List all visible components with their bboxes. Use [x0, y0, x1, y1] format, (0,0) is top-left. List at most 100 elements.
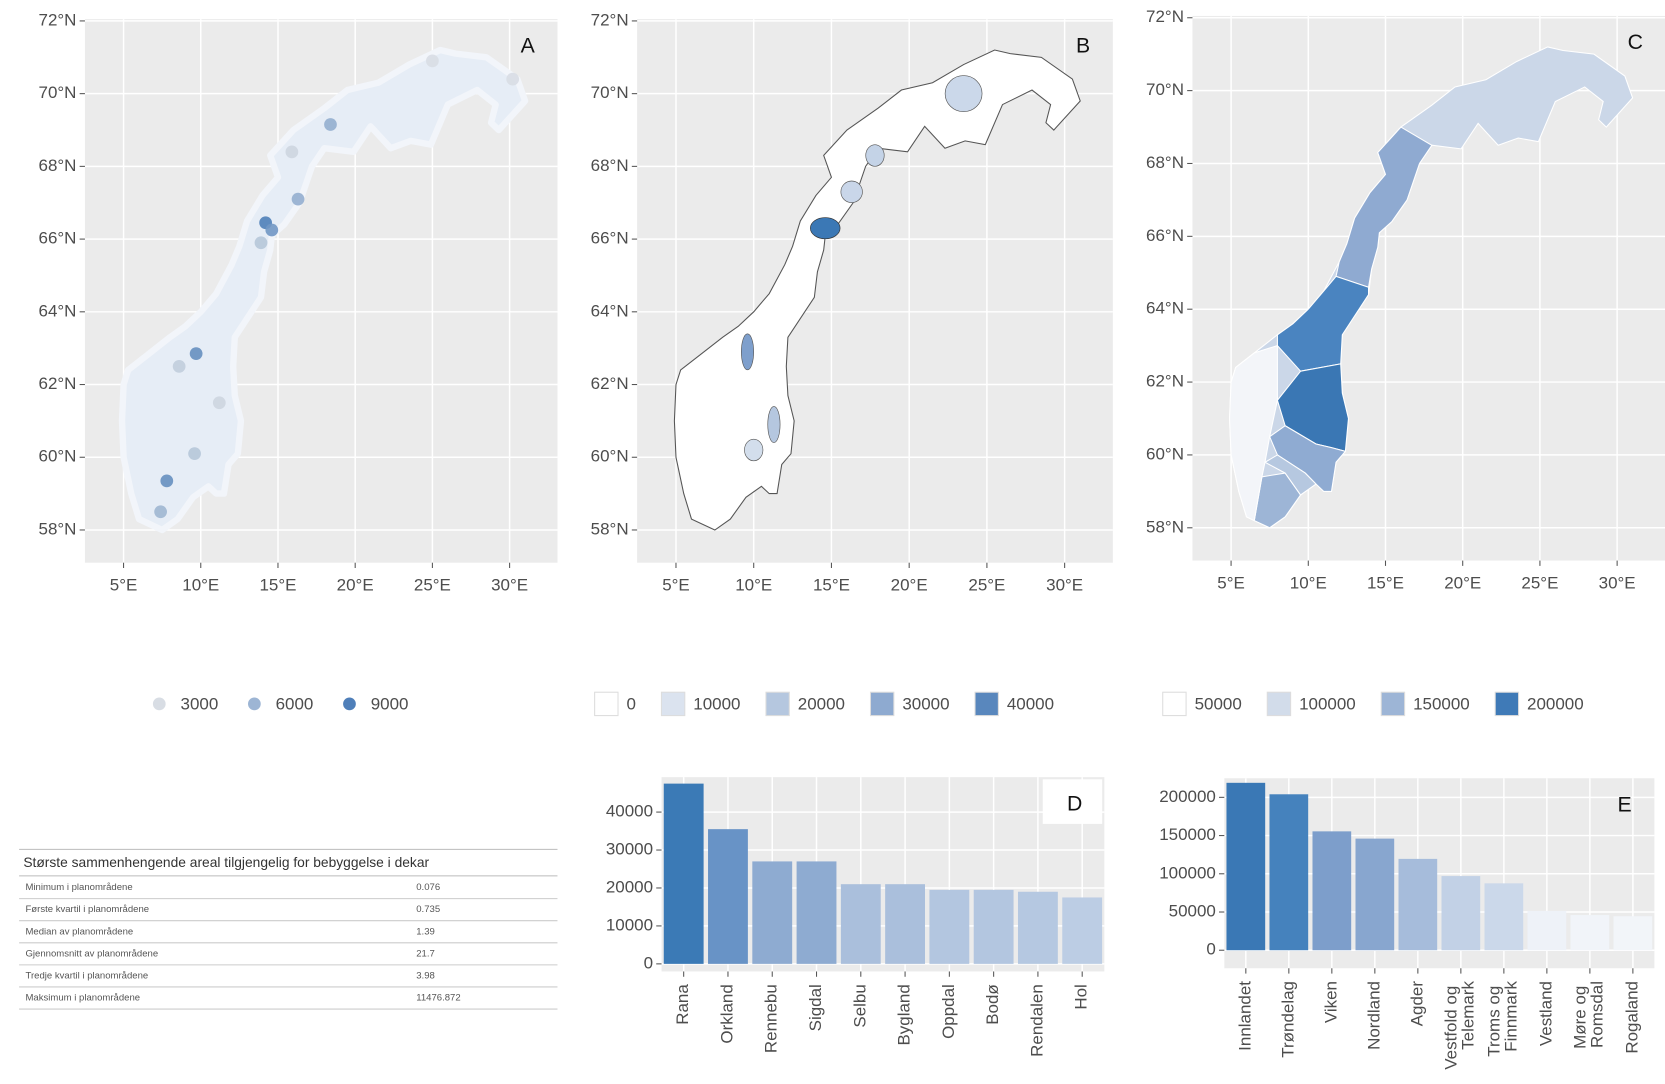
map-point — [188, 447, 201, 460]
x-tick-label: Vestland — [1536, 981, 1555, 1046]
x-tick-label: 10°E — [1290, 573, 1327, 592]
x-tick-label: 25°E — [414, 576, 451, 595]
legend-key — [869, 691, 895, 717]
bar — [1570, 915, 1610, 951]
bar — [1527, 910, 1567, 951]
legend-label: 10000 — [693, 694, 740, 713]
y-tick-label: 40000 — [606, 802, 653, 821]
bar — [929, 889, 970, 964]
map-point — [324, 118, 337, 131]
y-tick-label: 66°N — [39, 229, 77, 248]
x-tick-label: Vestfold og Telemark — [1442, 981, 1478, 1070]
y-tick-label: 50000 — [1169, 901, 1216, 920]
y-tick-label: 58°N — [591, 519, 629, 538]
y-tick-label: 68°N — [39, 156, 77, 175]
y-tick-label: 0 — [644, 953, 653, 972]
legend-label: 6000 — [276, 694, 314, 713]
bar — [1226, 782, 1266, 951]
map-point — [189, 347, 203, 360]
bar — [973, 889, 1014, 964]
y-tick-label: 68°N — [591, 156, 629, 175]
x-tick-label: Trøndelag — [1278, 981, 1297, 1058]
y-tick-label: 66°N — [591, 229, 629, 248]
bar — [840, 884, 881, 964]
legend-key — [1162, 691, 1187, 717]
table-cell: 0.076 — [416, 882, 440, 893]
bar — [1355, 838, 1395, 951]
legend-label: 30000 — [902, 694, 949, 713]
x-tick-label: 30°E — [491, 576, 528, 595]
bar — [1441, 876, 1481, 951]
y-tick-label: 72°N — [1146, 7, 1184, 26]
x-tick-label: Bygland — [895, 984, 914, 1045]
x-tick-label: Troms og Finnmark — [1485, 981, 1521, 1057]
y-tick-label: 60°N — [39, 447, 77, 466]
map-region — [1228, 344, 1278, 522]
y-tick-label: 72°N — [591, 10, 629, 29]
y-tick-label: 0 — [1206, 940, 1215, 959]
y-tick-label: 100000 — [1159, 863, 1216, 882]
y-tick-label: 58°N — [39, 519, 77, 538]
table-cell: 3.98 — [416, 970, 435, 981]
bar — [796, 861, 837, 964]
x-tick-label: Oppdal — [939, 984, 958, 1039]
bar — [1484, 883, 1524, 951]
x-tick-label: Viken — [1321, 981, 1340, 1023]
y-tick-label: 10000 — [606, 915, 653, 934]
bar — [1398, 858, 1438, 951]
legend-label: 150000 — [1413, 694, 1470, 713]
legend-label: 20000 — [798, 694, 845, 713]
x-tick-label: Nordland — [1364, 981, 1383, 1050]
y-tick-label: 64°N — [591, 301, 629, 320]
map-point — [265, 223, 279, 237]
x-tick-label: 30°E — [1046, 576, 1083, 595]
map-point — [426, 54, 439, 68]
map-region — [1335, 126, 1433, 288]
table-cell: 0.735 — [416, 904, 440, 915]
legend-label: 50000 — [1195, 694, 1242, 713]
bar — [1269, 794, 1309, 951]
map-outline — [118, 46, 529, 534]
legend-key — [974, 691, 999, 717]
x-tick-label: Hol — [1072, 984, 1091, 1009]
map-region — [840, 180, 863, 203]
y-tick-label: 72°N — [39, 10, 77, 29]
x-tick-label: 15°E — [259, 576, 296, 595]
x-tick-label: 25°E — [968, 576, 1005, 595]
y-tick-label: 58°N — [1146, 517, 1184, 536]
x-tick-label: Sigdal — [806, 984, 825, 1031]
bar — [1017, 891, 1058, 964]
legend-label: 200000 — [1527, 694, 1584, 713]
y-tick-label: 150000 — [1159, 825, 1216, 844]
x-tick-label: 5°E — [662, 576, 690, 595]
map-region — [741, 333, 754, 371]
y-tick-label: 60°N — [591, 447, 629, 466]
map-point — [291, 192, 305, 206]
table-title: Største sammenhengende areal tilgjengeli… — [23, 855, 429, 870]
table-cell: Minimum i planområdene — [25, 882, 132, 893]
map-point — [212, 396, 226, 410]
x-tick-label: 10°E — [735, 576, 772, 595]
legend-label: 3000 — [181, 694, 219, 713]
legend-key — [248, 697, 261, 711]
map-region — [1276, 275, 1370, 372]
legend-key — [1380, 691, 1406, 717]
y-tick-label: 64°N — [39, 301, 77, 320]
y-tick-label: 64°N — [1146, 299, 1184, 318]
y-tick-label: 68°N — [1146, 153, 1184, 172]
x-tick-label: 25°E — [1521, 573, 1558, 592]
map-region — [744, 438, 764, 462]
y-tick-label: 30000 — [606, 840, 653, 859]
x-tick-label: 20°E — [891, 576, 928, 595]
y-tick-label: 62°N — [39, 374, 77, 393]
panel-letter: D — [1067, 792, 1082, 815]
legend-label: 9000 — [371, 694, 409, 713]
x-tick-label: Møre og Romsdal — [1571, 981, 1607, 1049]
summary-table: Største sammenhengende areal tilgjengeli… — [19, 848, 558, 1010]
y-tick-label: 62°N — [591, 374, 629, 393]
bar — [1613, 916, 1653, 951]
x-tick-label: 20°E — [337, 576, 374, 595]
map-point — [172, 359, 186, 373]
x-tick-label: Agder — [1407, 981, 1426, 1027]
